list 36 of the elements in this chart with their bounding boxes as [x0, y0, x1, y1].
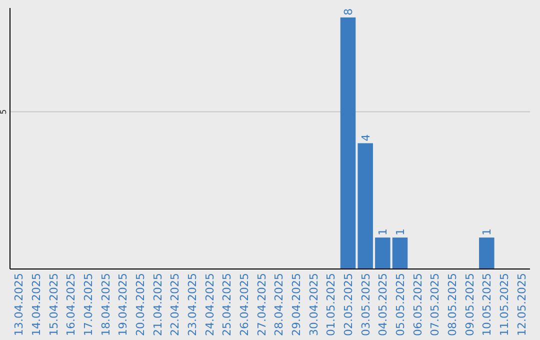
x-tick-label: 02.05.2025: [342, 273, 355, 336]
x-tick-label: 10.05.2025: [480, 273, 494, 336]
data-label: 1: [376, 228, 390, 236]
x-tick-label: 01.05.2025: [324, 273, 338, 336]
x-tick-label: 08.05.2025: [446, 273, 459, 336]
x-tick-label: 09.05.2025: [463, 273, 476, 336]
x-tick-label: 05.05.2025: [394, 273, 407, 336]
x-tick-label: 12.05.2025: [515, 273, 528, 336]
data-label: 8: [342, 8, 355, 16]
x-tick-label: 23.04.2025: [186, 273, 199, 336]
data-label: 4: [359, 134, 372, 142]
x-tick-label: 30.04.2025: [307, 273, 320, 336]
x-tick-label: 14.04.2025: [30, 273, 43, 336]
x-tick-label: 11.05.2025: [498, 273, 511, 336]
x-tick-label: 29.04.2025: [290, 273, 303, 336]
x-tick-label: 16.04.2025: [64, 273, 78, 336]
y-tick-label: 5: [0, 109, 8, 114]
x-tick-label: 18.04.2025: [99, 273, 112, 336]
x-tick-label: 21.04.2025: [151, 273, 164, 336]
x-tick-label: 22.04.2025: [168, 273, 182, 336]
x-tick-label: 24.04.2025: [203, 273, 216, 336]
x-tick-label: 27.04.2025: [255, 273, 268, 336]
x-tick-label: 28.04.2025: [272, 273, 286, 336]
x-tick-label: 17.04.2025: [82, 273, 95, 336]
x-tick-label: 26.04.2025: [238, 273, 251, 336]
x-tick-label: 06.05.2025: [411, 273, 424, 336]
x-tick-label: 19.04.2025: [116, 273, 130, 336]
x-tick-label: 20.04.2025: [134, 273, 147, 336]
x-tick-label: 03.05.2025: [359, 273, 372, 336]
x-tick-label: 13.04.2025: [12, 273, 26, 336]
x-tick-label: 04.05.2025: [376, 273, 390, 336]
data-label: 1: [394, 228, 407, 236]
x-tick-label: 15.04.2025: [47, 273, 60, 336]
x-tick-label: 25.04.2025: [220, 273, 234, 336]
data-label: 1: [480, 228, 494, 236]
x-tick-label: 07.05.2025: [428, 273, 442, 336]
